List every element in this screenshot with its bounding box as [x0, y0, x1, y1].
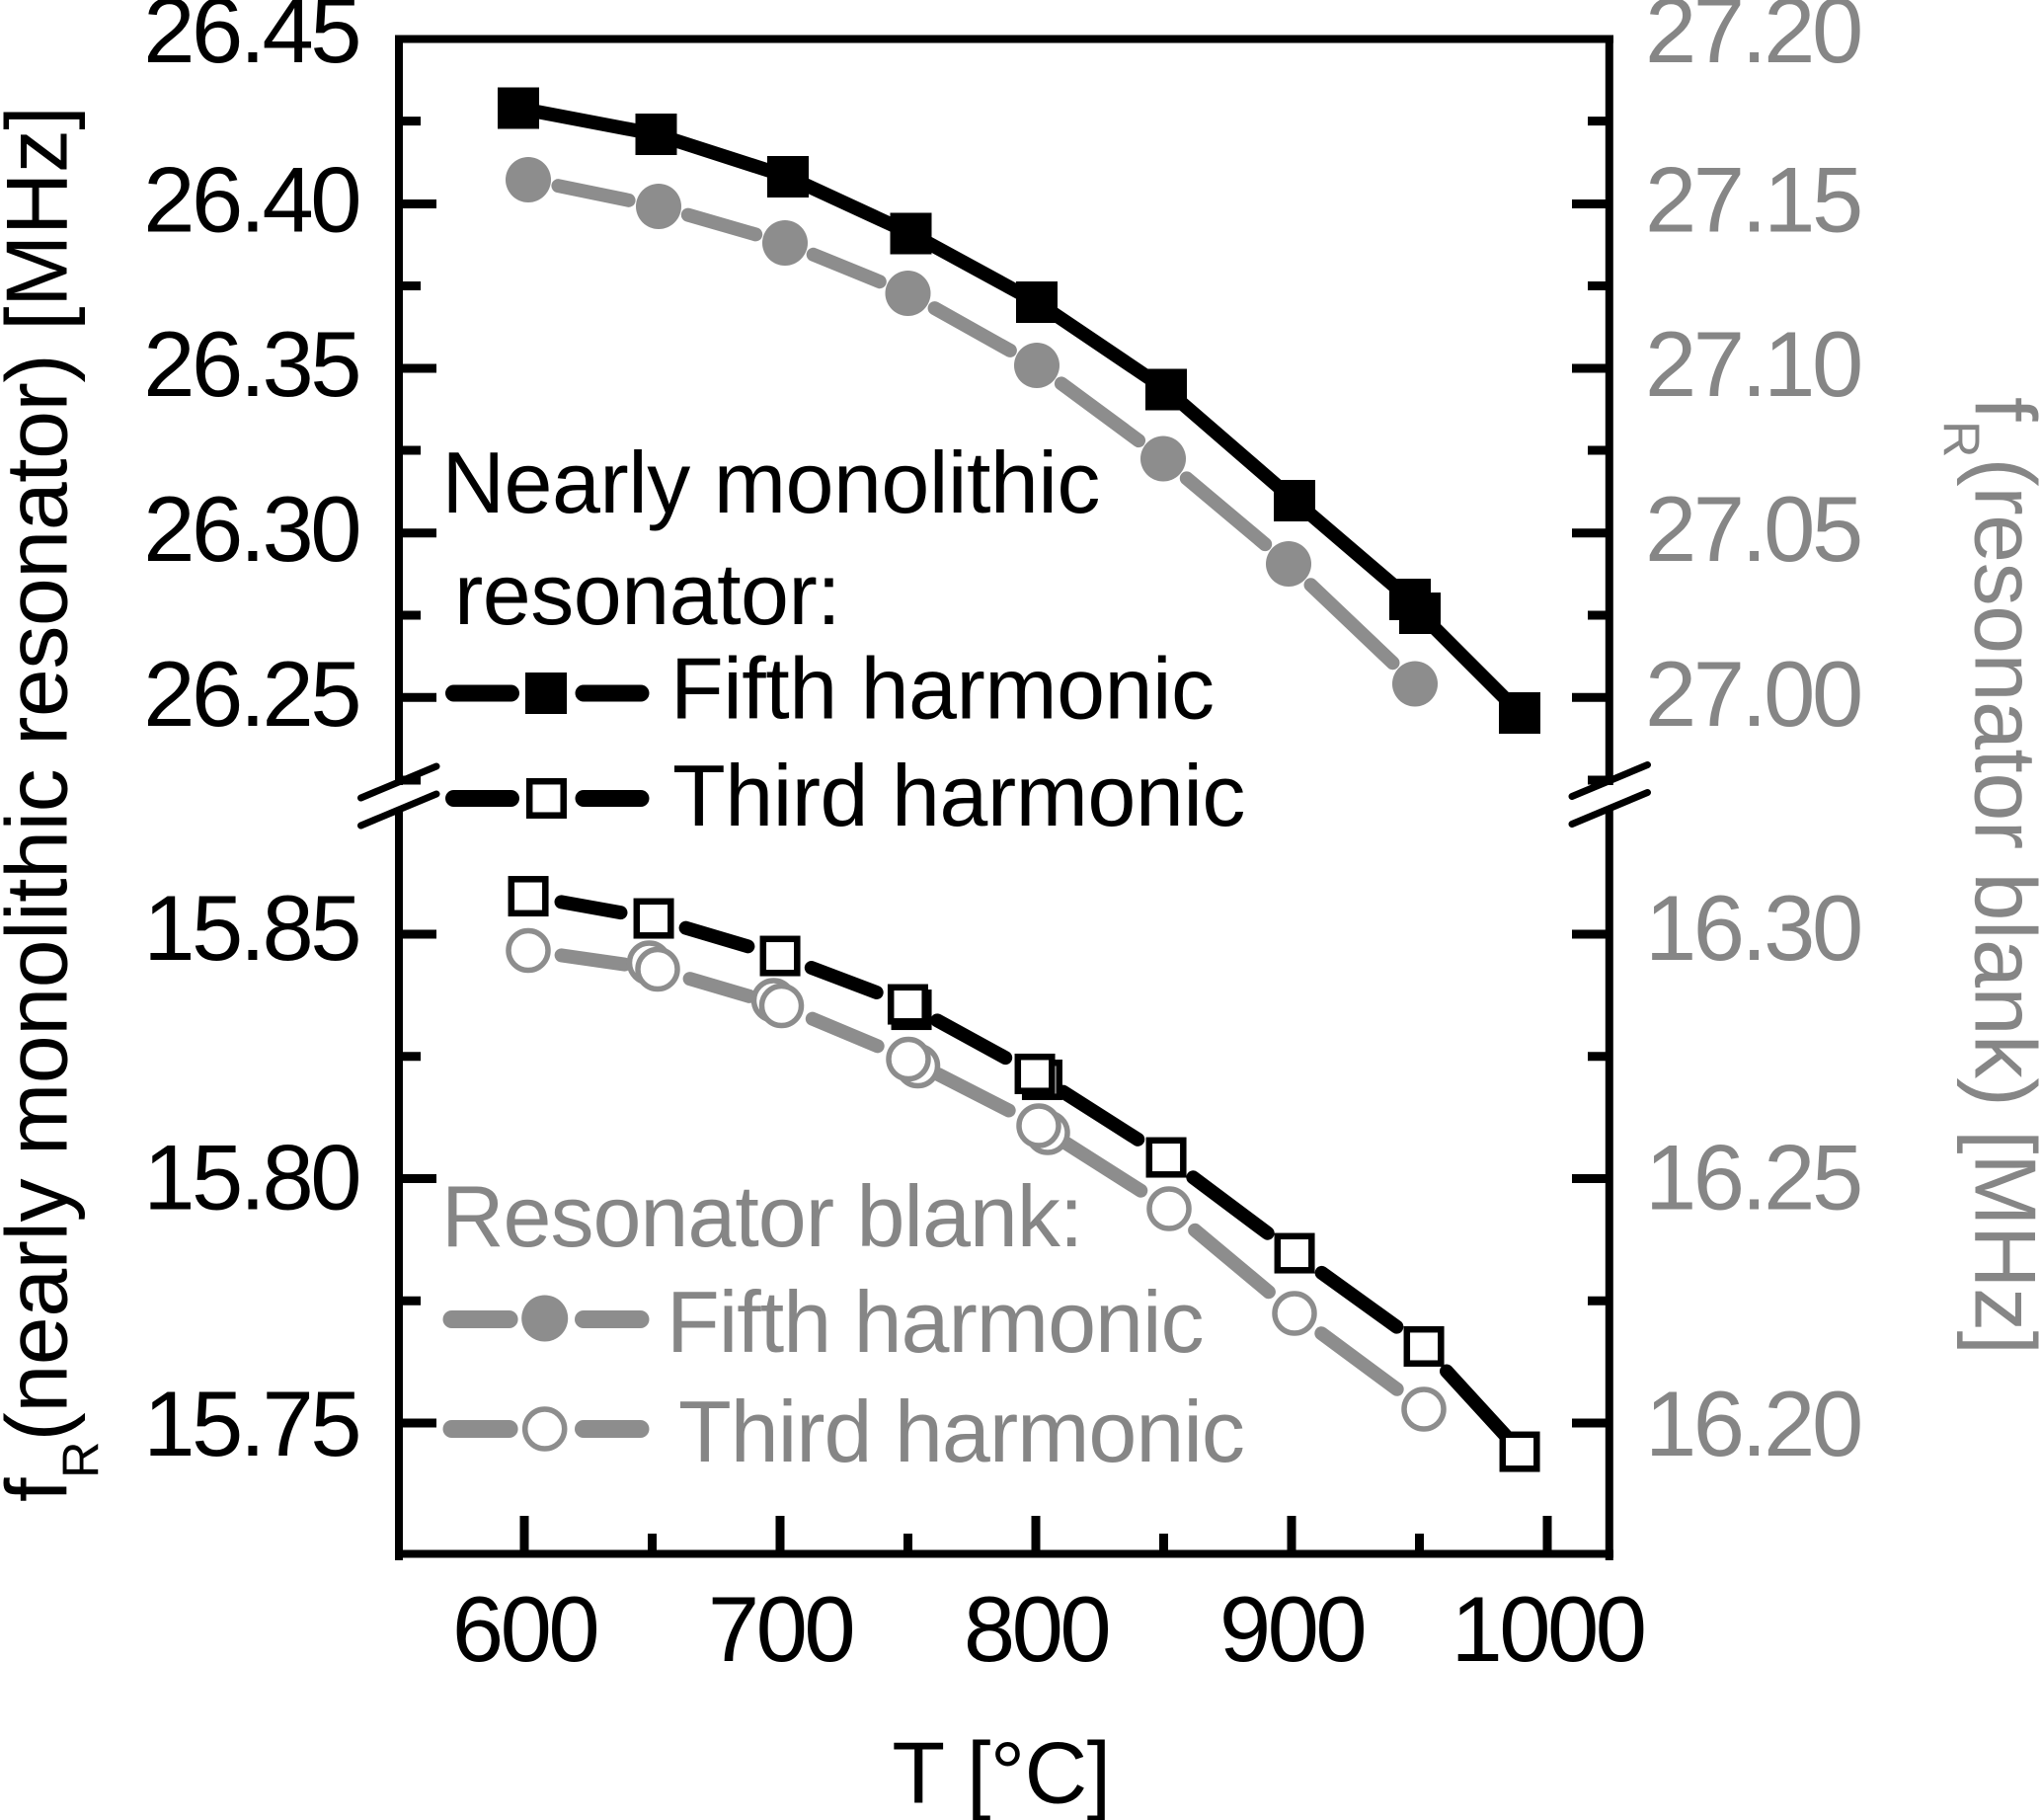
- svg-text:600: 600: [452, 1577, 597, 1681]
- svg-text:Resonator blank:: Resonator blank:: [441, 1167, 1082, 1265]
- svg-text:26.45: 26.45: [143, 0, 358, 82]
- svg-text:16.20: 16.20: [1645, 1372, 1860, 1475]
- svg-text:27.20: 27.20: [1645, 0, 1860, 82]
- svg-text:1000: 1000: [1451, 1577, 1643, 1681]
- svg-text:15.80: 15.80: [143, 1126, 358, 1229]
- svg-text:resonator:: resonator:: [454, 545, 840, 643]
- svg-text:27.15: 27.15: [1645, 148, 1860, 252]
- svg-text:26.40: 26.40: [143, 148, 358, 252]
- svg-text:15.75: 15.75: [143, 1372, 358, 1475]
- svg-text:16.25: 16.25: [1645, 1126, 1860, 1229]
- svg-text:26.35: 26.35: [143, 312, 358, 416]
- svg-text:26.25: 26.25: [143, 642, 358, 746]
- svg-text:800: 800: [964, 1577, 1109, 1681]
- svg-text:15.85: 15.85: [143, 876, 358, 980]
- svg-text:Third harmonic: Third harmonic: [672, 747, 1245, 844]
- svg-text:26.30: 26.30: [143, 477, 358, 581]
- svg-text:27.10: 27.10: [1645, 312, 1860, 416]
- svg-text:Nearly monolithic: Nearly monolithic: [442, 434, 1100, 531]
- svg-text:700: 700: [708, 1577, 853, 1681]
- svg-text:Fifth harmonic: Fifth harmonic: [667, 1273, 1204, 1371]
- svg-text:900: 900: [1219, 1577, 1365, 1681]
- svg-text:Fifth harmonic: Fifth harmonic: [670, 640, 1215, 738]
- svg-text:Third harmonic: Third harmonic: [678, 1383, 1244, 1480]
- svg-text:16.30: 16.30: [1645, 876, 1860, 980]
- svg-text:27.00: 27.00: [1645, 642, 1860, 746]
- svg-text:T [°C]: T [°C]: [892, 1724, 1110, 1820]
- svg-text:27.05: 27.05: [1645, 477, 1860, 581]
